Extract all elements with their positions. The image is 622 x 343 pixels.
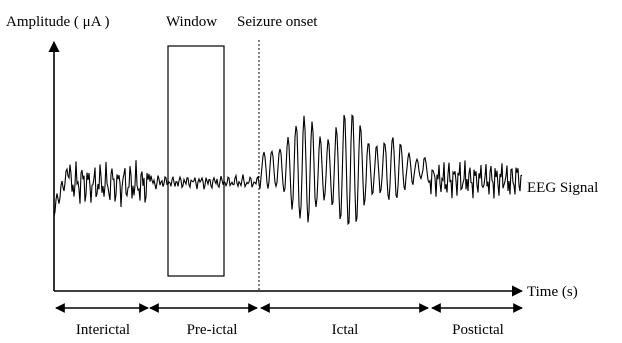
window-label: Window: [166, 14, 217, 30]
y-axis-label: Amplitude ( μA ): [6, 14, 109, 30]
x-axis-label: Time (s): [527, 284, 578, 300]
window-box: [167, 45, 225, 277]
phase-label-interictal: Interictal: [76, 322, 130, 338]
eeg-signal-label: EEG Signal: [527, 180, 598, 196]
phase-label-postictal: Postictal: [452, 322, 504, 338]
phase-label-ictal: Ictal: [332, 322, 359, 338]
eeg-signal-trace: [53, 114, 523, 226]
seizure-onset-label: Seizure onset: [237, 14, 318, 30]
phase-label-preictal: Pre-ictal: [187, 322, 238, 338]
